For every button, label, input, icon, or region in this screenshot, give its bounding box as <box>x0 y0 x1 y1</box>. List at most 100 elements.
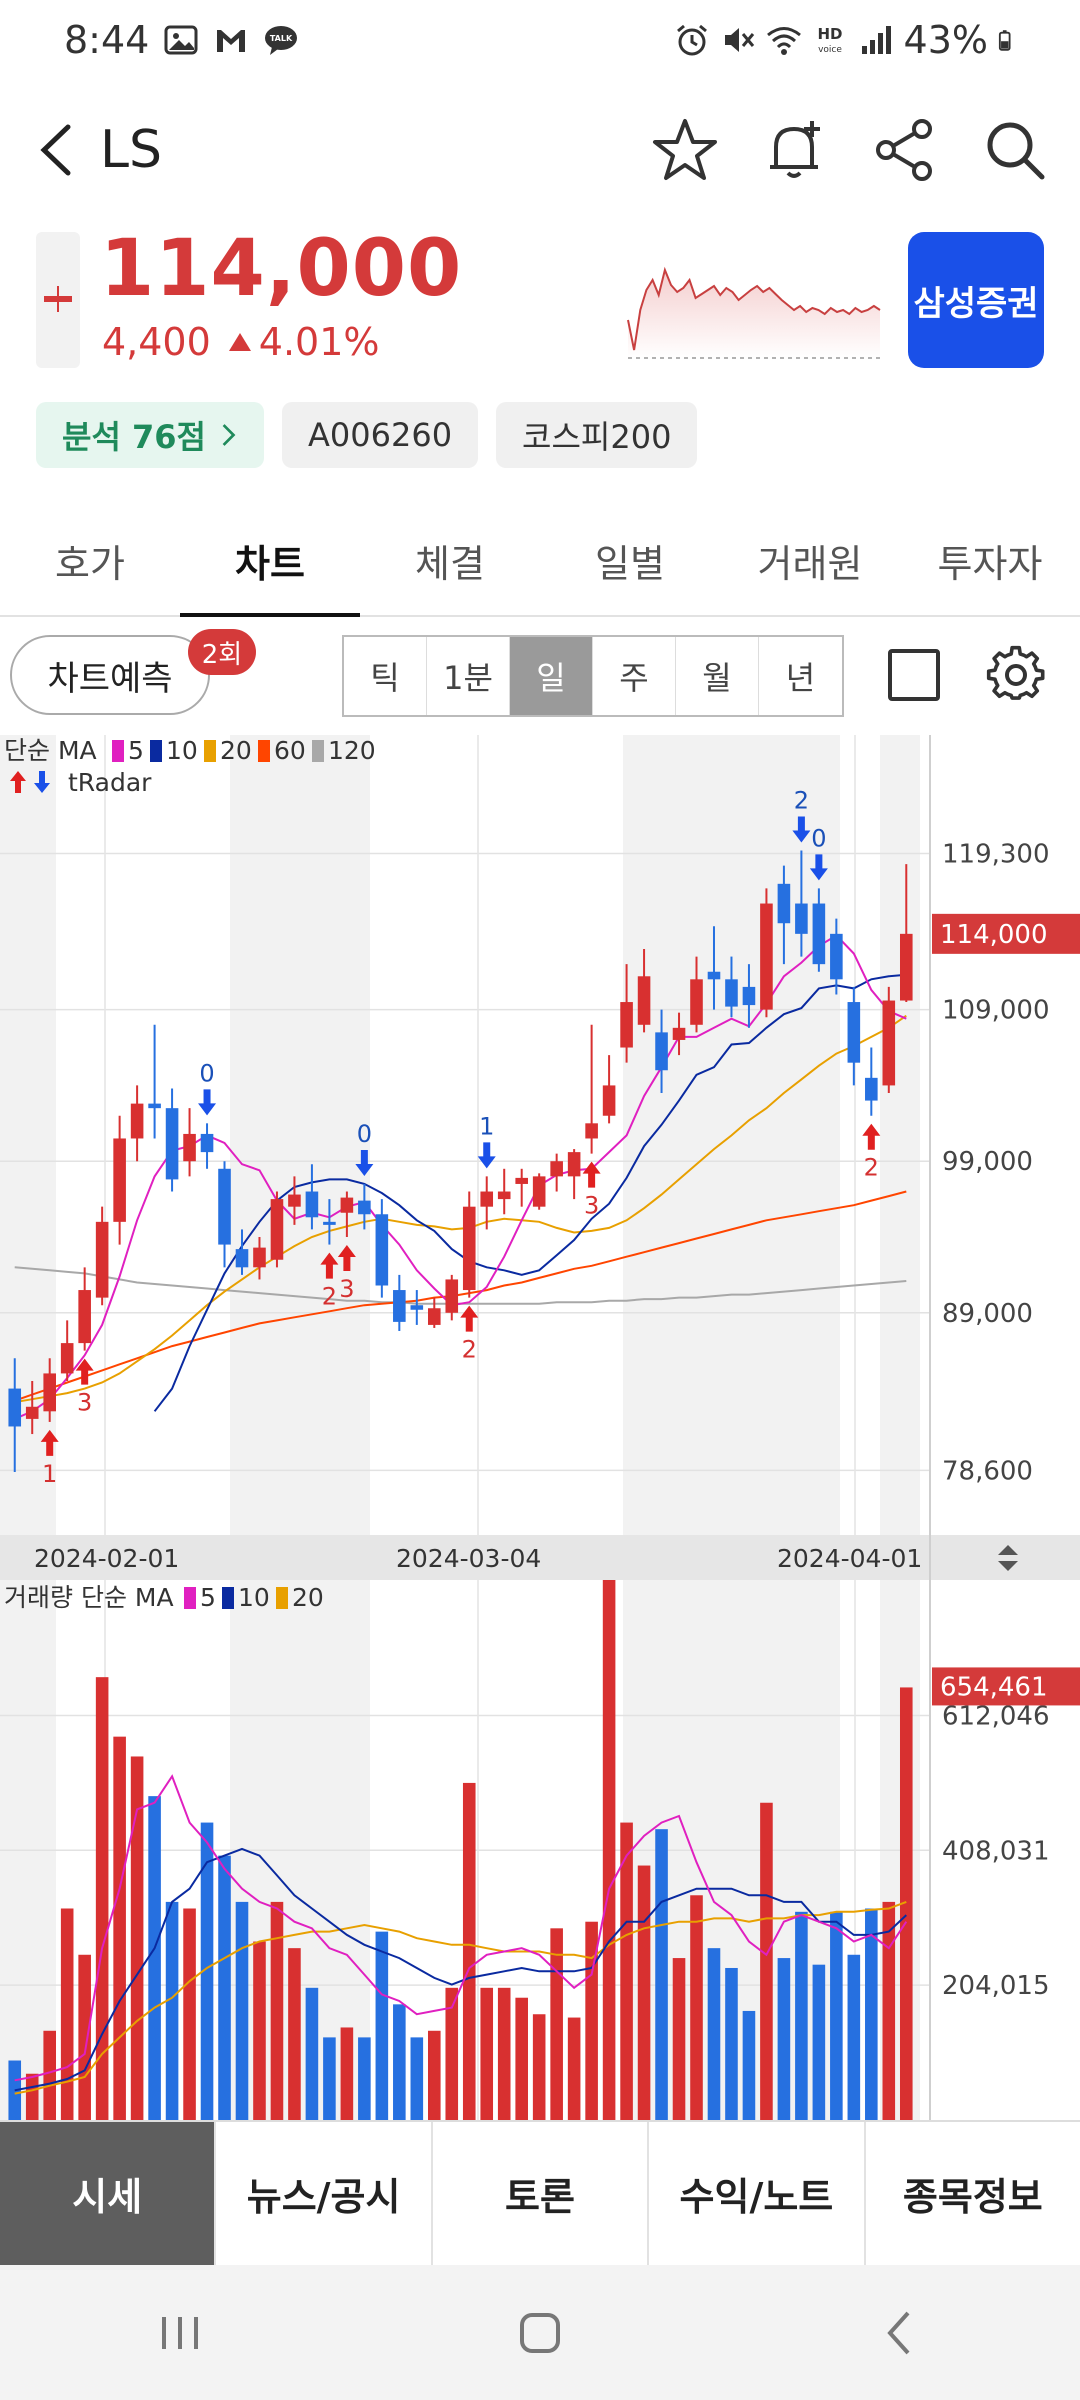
volume-bar <box>742 2010 756 2120</box>
add-alert-bell-icon[interactable] <box>760 115 830 185</box>
svg-text:654,461: 654,461 <box>940 1672 1048 1702</box>
status-bar: 8:44 TALK HD voice 43% <box>0 0 1080 80</box>
back-icon[interactable] <box>30 115 80 185</box>
legend-swatch <box>258 740 270 762</box>
tab-chart[interactable]: 차트 <box>180 505 360 617</box>
candle <box>585 1024 598 1154</box>
volume-legend: 거래량 단순 MA 5 10 20 <box>4 1583 324 1612</box>
nav-stock-info[interactable]: 종목정보 <box>865 2122 1080 2265</box>
hd-voice-icon: HD voice <box>817 25 842 55</box>
volume-bar <box>78 1954 91 2120</box>
nav-discussion[interactable]: 토론 <box>432 2122 650 2265</box>
candle <box>725 956 738 1018</box>
price-tick-label: 109,000 <box>942 996 1050 1026</box>
volume-bar <box>707 1948 721 2120</box>
svg-text:0: 0 <box>357 1120 372 1148</box>
candle <box>742 964 756 1028</box>
period-day[interactable]: 일 <box>510 637 593 715</box>
volume-bar <box>358 2037 371 2120</box>
current-price: 114,000 <box>100 224 463 314</box>
period-year[interactable]: 년 <box>759 637 842 715</box>
volume-bar <box>532 2014 546 2120</box>
index-chip[interactable]: 코스피200 <box>496 402 698 468</box>
favorite-star-icon[interactable] <box>650 115 720 185</box>
candle <box>497 1168 511 1215</box>
candle <box>148 1024 161 1139</box>
price-tick-label: 78,600 <box>942 1456 1033 1486</box>
volume-bar <box>165 1901 179 2120</box>
tab-brokers[interactable]: 거래원 <box>757 541 863 586</box>
candle <box>375 1199 389 1298</box>
volume-bar <box>480 1987 494 2120</box>
tab-investors[interactable]: 투자자 <box>937 541 1043 586</box>
tab-trades[interactable]: 체결 <box>415 541 485 586</box>
volume-bar <box>882 1901 896 2120</box>
svg-text:voice: voice <box>818 45 842 55</box>
candle <box>707 926 721 1010</box>
period-tick[interactable]: 틱 <box>344 637 427 715</box>
gear-icon[interactable] <box>986 645 1046 705</box>
fullscreen-square-icon[interactable] <box>888 649 940 701</box>
tab-daily[interactable]: 일별 <box>595 541 665 586</box>
analysis-score-chip[interactable]: 분석 76점 <box>36 402 264 468</box>
date-label: 2024-03-04 <box>396 1544 541 1573</box>
chart-predict-button[interactable]: 차트예측 2회 <box>10 629 256 715</box>
buy-signal-marker: 1 <box>40 1429 59 1488</box>
candle <box>515 1168 528 1207</box>
candle <box>323 1199 336 1245</box>
candle <box>847 986 861 1086</box>
candle <box>78 1267 91 1351</box>
legend-swatch <box>312 740 324 762</box>
candle <box>830 918 843 995</box>
stock-code-chip[interactable]: A006260 <box>282 402 479 468</box>
sell-signal-marker: 0 <box>809 824 828 881</box>
sell-signal-marker: 0 <box>355 1120 374 1176</box>
sell-arrow-icon <box>34 771 50 793</box>
nav-quotes[interactable]: 시세 <box>0 2122 217 2265</box>
period-month[interactable]: 월 <box>676 637 759 715</box>
sell-signal-marker: 0 <box>198 1059 217 1116</box>
buy-signal-marker: 2 <box>862 1123 881 1182</box>
volume-bar <box>340 2027 354 2120</box>
share-icon[interactable] <box>870 115 940 185</box>
volume-bar <box>690 1895 703 2120</box>
broker-button[interactable]: 삼성증권 <box>908 232 1044 368</box>
volume-bar <box>113 1736 126 2120</box>
tradar-legend: tRadar <box>10 768 152 797</box>
bottom-nav: 시세 뉴스/공시 토론 수익/노트 종목정보 <box>0 2120 1080 2265</box>
back-nav-icon[interactable] <box>860 2293 940 2373</box>
alarm-icon <box>676 24 707 56</box>
volume-bar <box>637 1865 651 2120</box>
date-label: 2024-04-01 <box>777 1544 922 1573</box>
candle <box>358 1183 371 1230</box>
candle <box>567 1149 581 1200</box>
candle <box>340 1191 354 1237</box>
system-nav-bar <box>0 2265 1080 2400</box>
ma-legend-label: 단순 MA <box>4 736 97 765</box>
legend-period: 10 <box>238 1583 270 1612</box>
volume-bar <box>462 1782 476 2120</box>
candle <box>113 1115 126 1245</box>
chevron-right-icon <box>222 424 236 446</box>
nav-news[interactable]: 뉴스/공시 <box>216 2122 433 2265</box>
legend-swatch <box>222 1587 234 1609</box>
legend-swatch <box>204 740 216 762</box>
nav-returns-notes[interactable]: 수익/노트 <box>649 2122 866 2265</box>
quote-summary: 114,000 4,400 4.01% 삼성증권 <box>0 220 1080 380</box>
legend-period: 60 <box>274 736 306 765</box>
legend-period: 120 <box>328 736 376 765</box>
pane-resize-handle[interactable] <box>998 1545 1018 1571</box>
tab-orderbook[interactable]: 호가 <box>55 541 125 586</box>
search-icon[interactable] <box>980 115 1050 185</box>
period-week[interactable]: 주 <box>593 637 676 715</box>
volume-ma10-line <box>14 1847 907 2092</box>
volume-bar <box>148 1796 161 2120</box>
volume-bar <box>323 2037 336 2120</box>
period-1min[interactable]: 1분 <box>427 637 510 715</box>
recent-apps-icon[interactable] <box>140 2293 220 2373</box>
home-icon[interactable] <box>500 2293 580 2373</box>
current-volume-tag: 654,461 <box>932 1667 1080 1706</box>
svg-text:114,000: 114,000 <box>940 920 1048 950</box>
candle <box>410 1290 424 1325</box>
